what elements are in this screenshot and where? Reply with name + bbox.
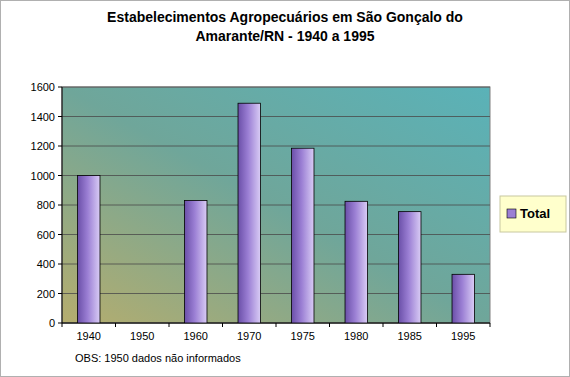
y-tick-label: 400: [37, 258, 55, 270]
chart: Estabelecimentos Agropecuários em São Go…: [0, 0, 570, 377]
y-axis: [62, 87, 63, 323]
legend-swatch: [507, 209, 516, 218]
x-tick-label: 1940: [77, 330, 101, 342]
grid-line: [62, 264, 490, 265]
bar: [345, 201, 367, 323]
y-tick: [58, 175, 62, 176]
grid-line: [62, 146, 490, 147]
title-line: Estabelecimentos Agropecuários em São Go…: [107, 9, 463, 25]
x-tick-label: 1975: [291, 330, 315, 342]
x-tick: [436, 323, 437, 327]
y-tick-label: 1200: [31, 140, 55, 152]
bars: [78, 103, 475, 323]
bar: [238, 103, 260, 323]
grid-line: [62, 293, 490, 294]
y-tick-label: 0: [49, 317, 55, 329]
legend-label: Total: [520, 206, 550, 221]
x-tick-label: 1980: [344, 330, 368, 342]
grid-line: [62, 116, 490, 117]
title-line: Amarante/RN - 1940 a 1995: [196, 28, 375, 44]
y-tick: [58, 234, 62, 235]
y-tick-label: 800: [37, 199, 55, 211]
grid-line: [62, 234, 490, 235]
bar: [452, 274, 474, 323]
title: Estabelecimentos Agropecuários em São Go…: [107, 9, 463, 44]
y-tick: [58, 205, 62, 206]
x-tick: [383, 323, 384, 327]
annotation: OBS: 1950 dados não informados: [75, 352, 241, 364]
grid-line: [62, 175, 490, 176]
legend: Total: [500, 196, 566, 232]
x-tick-label: 1985: [398, 330, 422, 342]
y-tick-label: 1600: [31, 81, 55, 93]
x-tick: [115, 323, 116, 327]
grid-line: [62, 87, 490, 88]
x-tick: [62, 323, 63, 327]
x-tick-label: 1960: [184, 330, 208, 342]
x-tick: [329, 323, 330, 327]
frame: [1, 1, 570, 377]
x-tick-label: 1995: [451, 330, 475, 342]
y-tick-label: 1400: [31, 111, 55, 123]
bar: [78, 176, 100, 324]
bar: [292, 148, 314, 323]
y-tick: [58, 87, 62, 88]
bar: [185, 201, 207, 323]
legend-box: [500, 196, 566, 232]
x-tick: [222, 323, 223, 327]
y-tick: [58, 146, 62, 147]
y-tick: [58, 323, 62, 324]
x-tick: [276, 323, 277, 327]
y-tick: [58, 264, 62, 265]
x-tick: [490, 323, 491, 327]
y-tick: [58, 293, 62, 294]
y-tick: [58, 116, 62, 117]
bar: [399, 212, 421, 323]
y-tick-label: 200: [37, 288, 55, 300]
x-tick-label: 1950: [130, 330, 154, 342]
y-tick-label: 600: [37, 229, 55, 241]
y-tick-label: 1000: [31, 170, 55, 182]
plot-area: [62, 87, 490, 323]
x-tick: [169, 323, 170, 327]
grid-line: [62, 205, 490, 206]
x-tick-label: 1970: [237, 330, 261, 342]
